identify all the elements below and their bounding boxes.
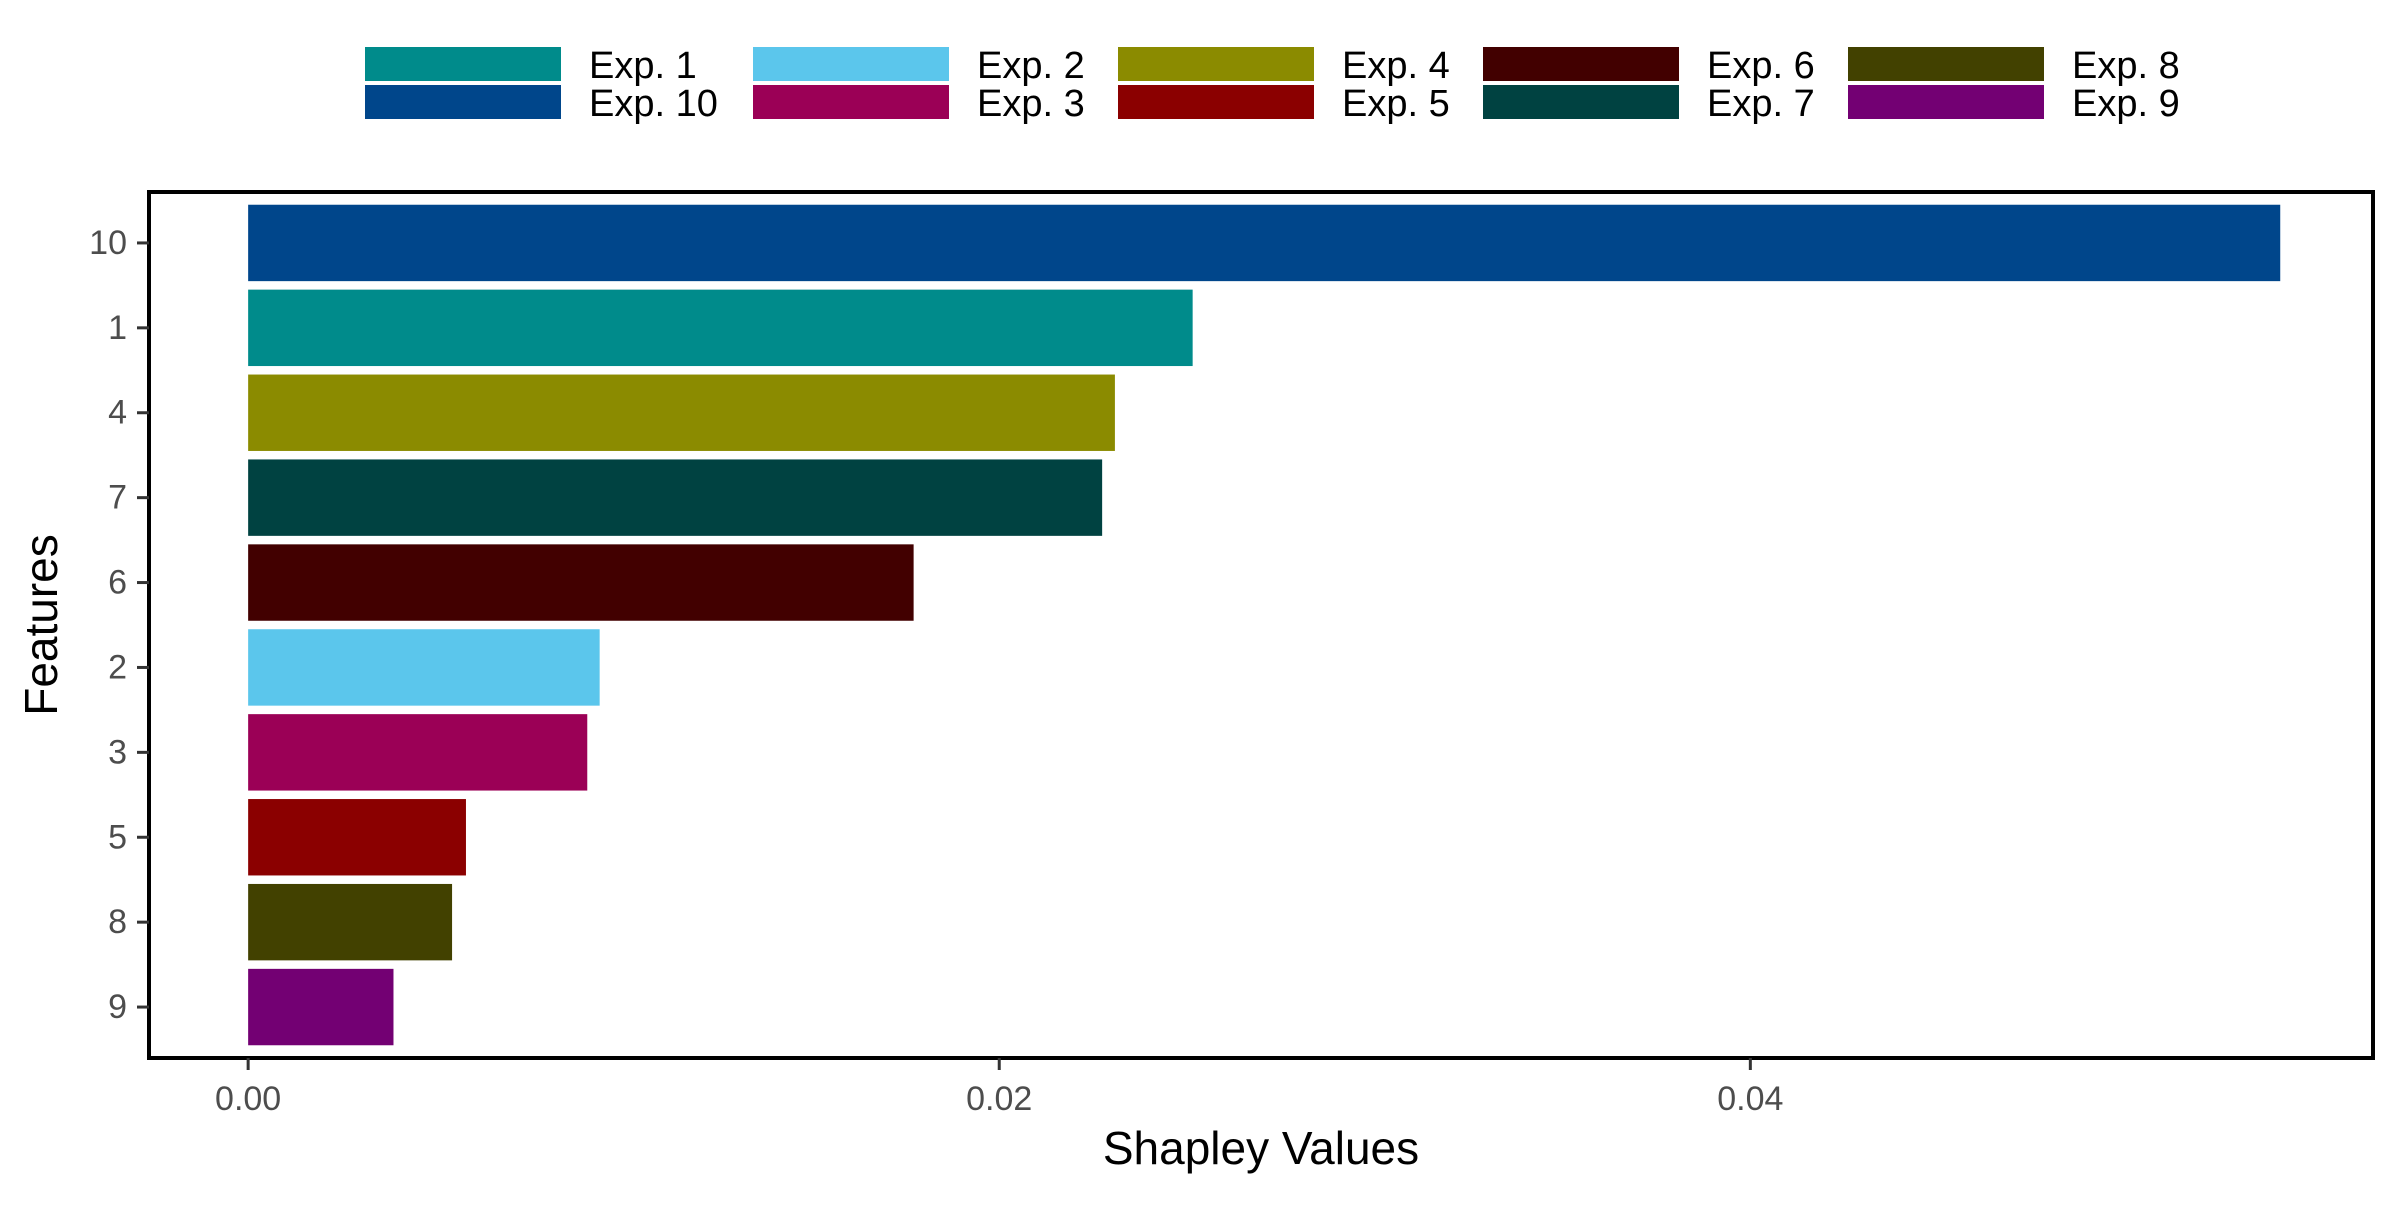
- x-axis-title: Shapley Values: [1103, 1122, 1419, 1174]
- legend-label: Exp. 1: [589, 45, 697, 87]
- legend-key: [753, 47, 949, 81]
- legend-key: [365, 47, 561, 81]
- y-axis: 10 1 4 7 6 2 3 5 8 9: [89, 224, 149, 1026]
- legend-key: [365, 85, 561, 119]
- legend-key: [1118, 85, 1314, 119]
- y-tick-label: 10: [89, 224, 127, 262]
- legend-label: Exp. 8: [2072, 45, 2180, 87]
- y-tick-label: 9: [108, 988, 127, 1026]
- y-tick-label: 5: [108, 818, 127, 856]
- y-tick-label: 3: [108, 733, 127, 771]
- legend-key: [1483, 47, 1679, 81]
- bar-feature-6: [248, 544, 914, 621]
- x-axis: 0.00 0.02 0.04: [215, 1058, 1783, 1118]
- x-tick-label: 0.04: [1717, 1080, 1783, 1118]
- x-tick-label: 0.02: [966, 1080, 1032, 1118]
- bar-feature-5: [248, 799, 466, 876]
- legend-label: Exp. 5: [1342, 83, 1450, 125]
- legend-key: [1848, 85, 2044, 119]
- legend-label: Exp. 9: [2072, 83, 2180, 125]
- bar-feature-7: [248, 459, 1103, 536]
- bar-feature-8: [248, 883, 453, 961]
- y-tick-label: 6: [108, 564, 127, 602]
- x-tick-label: 0.00: [215, 1080, 281, 1118]
- y-axis-title: Features: [15, 534, 67, 716]
- legend-label: Exp. 4: [1342, 45, 1450, 87]
- plot-panel-border: [147, 190, 2375, 1060]
- legend-label: Exp. 3: [977, 83, 1085, 125]
- legend-key: [753, 85, 949, 119]
- bar-feature-9: [248, 968, 394, 1046]
- y-tick-label: 1: [108, 309, 127, 347]
- legend-key: [1118, 47, 1314, 81]
- y-tick-label: 8: [108, 903, 127, 941]
- bars: [248, 204, 2281, 1046]
- legend-label: Exp. 10: [589, 83, 718, 125]
- legend-key: [1848, 47, 2044, 81]
- bar-feature-1: [248, 289, 1193, 367]
- bar-feature-10: [248, 204, 2281, 282]
- legend-label: Exp. 6: [1707, 45, 1815, 87]
- y-tick-label: 7: [108, 479, 127, 517]
- bar-feature-4: [248, 374, 1115, 451]
- legend-label: Exp. 2: [977, 45, 1085, 87]
- bar-feature-2: [248, 629, 600, 706]
- legend-label: Exp. 7: [1707, 83, 1815, 125]
- y-tick-label: 2: [108, 648, 127, 686]
- y-tick-label: 4: [108, 394, 127, 432]
- bar-feature-3: [248, 714, 588, 791]
- legend-key: [1483, 85, 1679, 119]
